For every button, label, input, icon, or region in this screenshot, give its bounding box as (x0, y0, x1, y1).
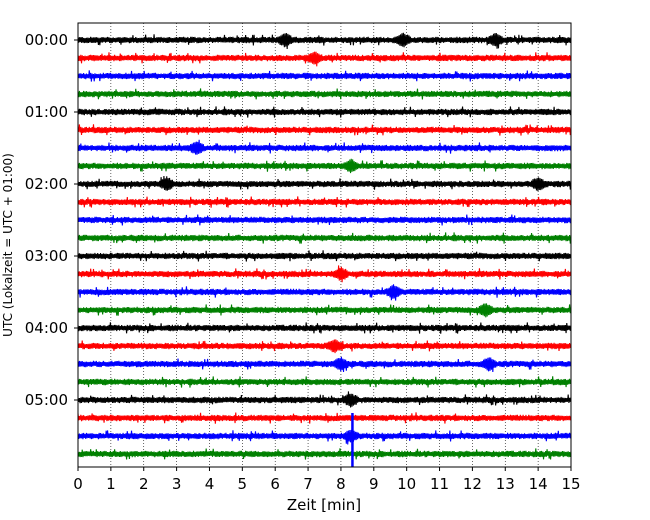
x-tick-label: 3 (172, 475, 182, 493)
trace-row (77, 232, 572, 244)
trace-row (77, 303, 572, 318)
trace-row (77, 284, 572, 301)
x-tick-label: 11 (430, 475, 449, 493)
x-tick-label: 1 (106, 475, 116, 493)
x-tick-label: 13 (496, 475, 515, 493)
trace-row (77, 214, 572, 226)
x-axis-label: Zeit [min] (287, 496, 361, 514)
x-tick-label: 14 (529, 475, 548, 493)
y-tick-label: 02:00 (25, 175, 68, 193)
seismic-traces (77, 32, 572, 467)
x-tick-label: 6 (270, 475, 280, 493)
plot-frame (77, 22, 572, 468)
x-tick-label: 15 (561, 475, 580, 493)
trace-row (77, 250, 572, 262)
x-tick-label: 10 (397, 475, 416, 493)
x-tick-label: 0 (73, 475, 83, 493)
trace-row (77, 139, 572, 155)
trace-row (77, 339, 572, 354)
x-axis-ticks: 0 1 2 3 4 5 6 7 8 9 10 11 12 13 14 15 (73, 467, 581, 493)
y-tick-label: 05:00 (25, 391, 68, 409)
y-tick-label: 00:00 (25, 31, 68, 49)
trace-row (77, 391, 572, 408)
trace-row (77, 429, 572, 445)
trace-row (77, 265, 572, 283)
x-tick-label: 9 (369, 475, 379, 493)
x-tick-label: 2 (139, 475, 149, 493)
trace-row (77, 32, 572, 49)
y-axis-ticks: 00:00 01:00 02:00 03:00 04:00 05:00 (25, 31, 78, 409)
y-tick-label: 01:00 (25, 103, 68, 121)
trace-row (77, 88, 572, 100)
trace-row (77, 51, 572, 67)
trace-row (77, 176, 572, 192)
y-tick-label: 03:00 (25, 247, 68, 265)
trace-row (77, 448, 572, 460)
trace-row (77, 376, 572, 388)
trace-row (77, 322, 572, 334)
trace-row (77, 356, 572, 372)
grid-lines (110, 23, 539, 467)
x-tick-label: 7 (303, 475, 313, 493)
x-tick-label: 5 (238, 475, 248, 493)
trace-row (77, 196, 572, 208)
trace-row (77, 412, 572, 424)
trace-row (77, 70, 572, 82)
trace-row (77, 124, 572, 136)
trace-row (77, 158, 572, 174)
x-tick-label: 8 (336, 475, 346, 493)
y-axis-label: UTC (Lokalzeit = UTC + 01:00) (1, 153, 15, 337)
trace-row (77, 106, 572, 118)
x-tick-label: 4 (205, 475, 215, 493)
y-tick-label: 04:00 (25, 319, 68, 337)
x-tick-label: 12 (463, 475, 482, 493)
